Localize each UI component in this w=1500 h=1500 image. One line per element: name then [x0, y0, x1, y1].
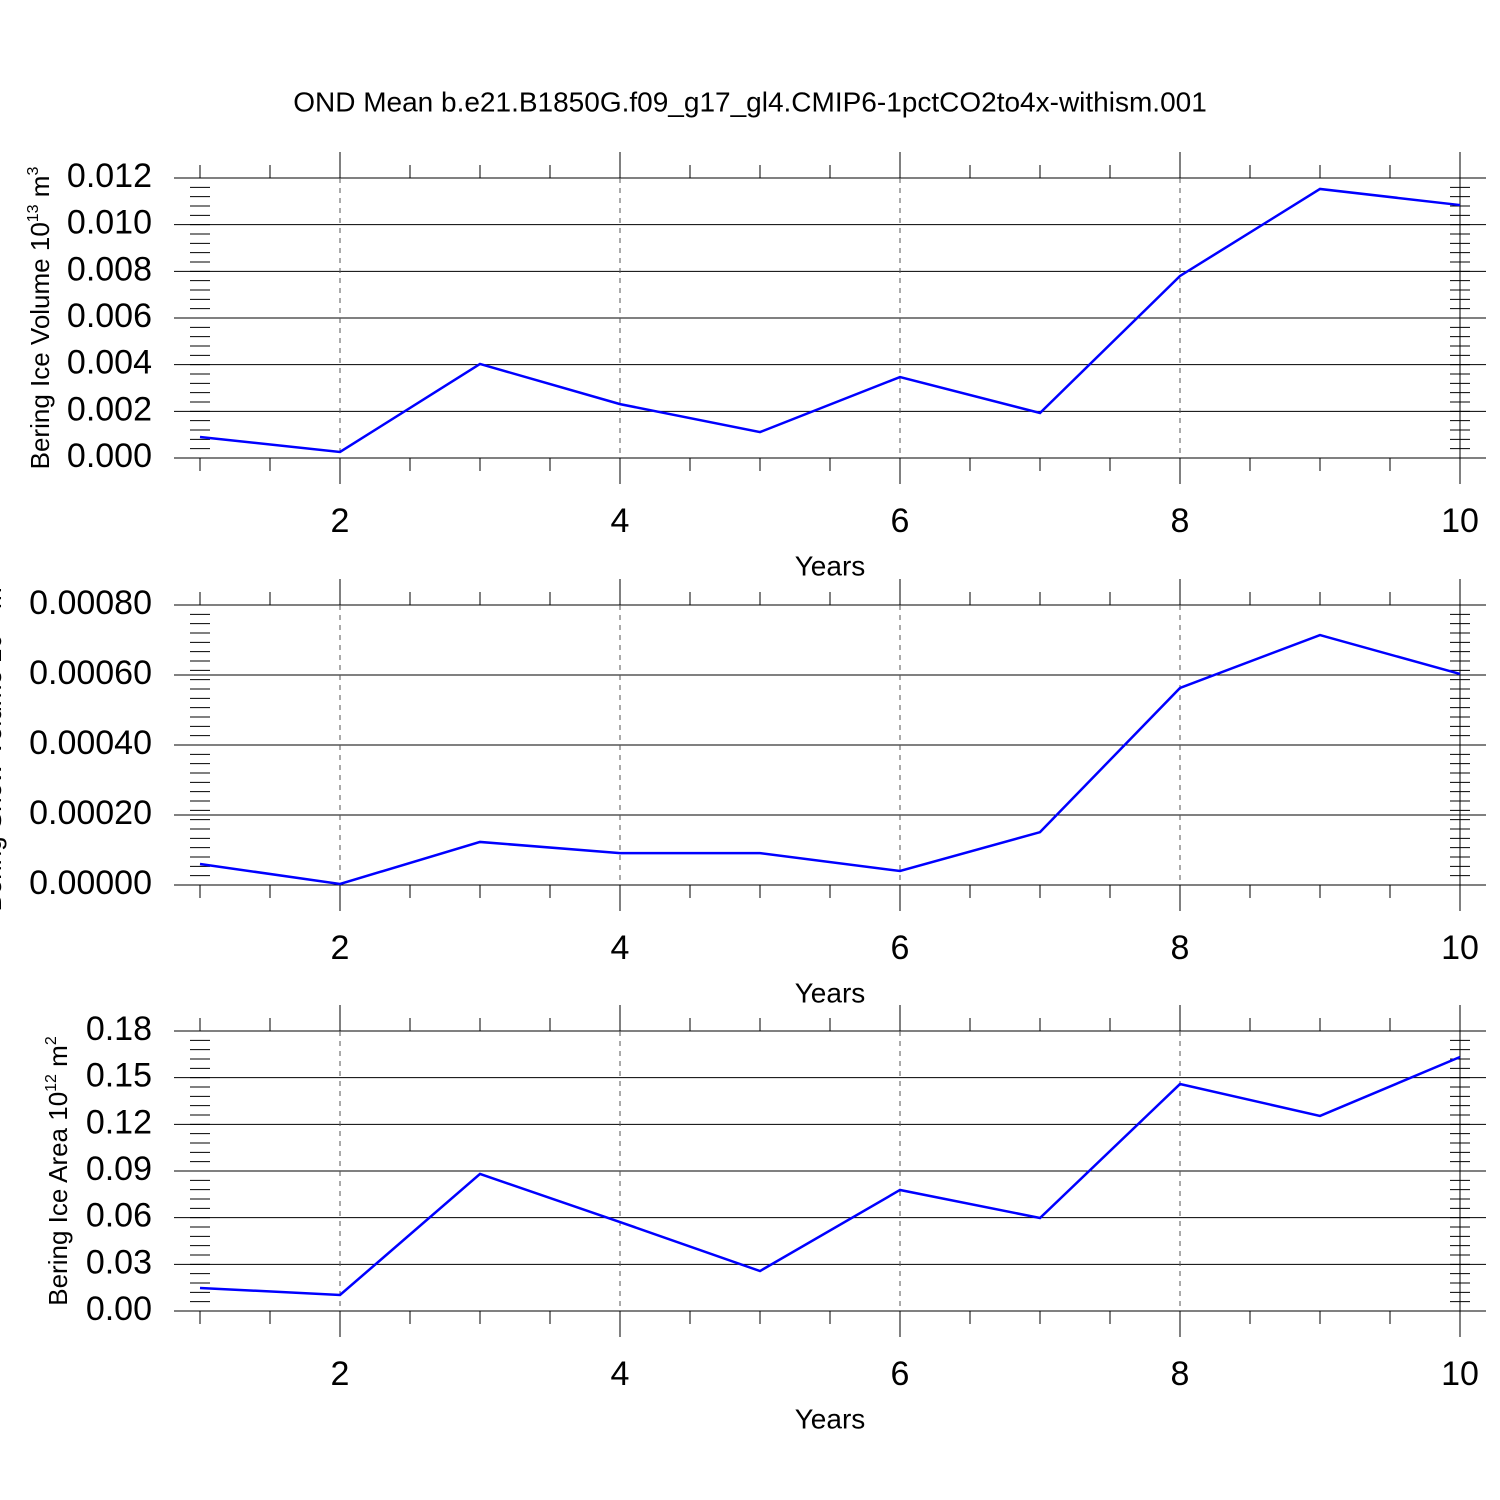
y-tick-label: 0.008	[67, 250, 152, 288]
y-axis-title: Bering Ice Area 1012 m2	[43, 1036, 73, 1306]
y-axis-title-part: Bering Snow Volume 10	[0, 634, 7, 912]
x-tick-label: 6	[891, 1355, 910, 1393]
y-tick-label: 0.012	[67, 157, 152, 195]
y-tick-label: 0.15	[86, 1057, 152, 1095]
y-axis-title-part: 12	[43, 1074, 60, 1092]
data-line	[199, 633, 1461, 886]
y-tick-label: 0.00060	[29, 654, 152, 692]
x-tick-label: 4	[611, 502, 630, 540]
x-tick-label: 6	[891, 502, 910, 540]
y-tick-label: 0.004	[67, 344, 152, 382]
y-tick-label: 0.00040	[29, 724, 152, 762]
data-line	[199, 1055, 1461, 1297]
y-axis-title-part: m	[43, 1045, 73, 1074]
y-tick-label: 0.03	[86, 1243, 152, 1281]
x-tick-label: 8	[1171, 1355, 1190, 1393]
y-axis-title-part: 2	[43, 1036, 60, 1045]
y-tick-label: 0.002	[67, 390, 152, 428]
y-tick-label: 0.006	[67, 297, 152, 335]
y-axis-title-part: m	[25, 176, 55, 205]
y-tick-label: 0.09	[86, 1150, 152, 1188]
x-tick-label: 10	[1441, 502, 1479, 540]
x-tick-label: 10	[1441, 1355, 1479, 1393]
y-tick-label: 0.18	[86, 1010, 152, 1048]
y-tick-label: 0.010	[67, 204, 152, 242]
x-tick-label: 8	[1171, 502, 1190, 540]
x-tick-label: 2	[331, 929, 350, 967]
x-tick-label: 6	[891, 929, 910, 967]
data-line	[199, 187, 1461, 454]
y-axis-title-part: Bering Ice Volume 10	[25, 222, 55, 469]
x-axis-title: Years	[795, 977, 866, 1008]
x-tick-label: 10	[1441, 929, 1479, 967]
x-axis-title: Years	[795, 1403, 866, 1434]
y-tick-label: 0.00020	[29, 794, 152, 832]
y-axis-title-part: 13	[25, 204, 42, 222]
x-tick-label: 4	[611, 1355, 630, 1393]
y-tick-label: 0.00	[86, 1290, 152, 1328]
y-axis-title-part: 3	[25, 167, 42, 176]
x-tick-label: 8	[1171, 929, 1190, 967]
y-tick-label: 0.000	[67, 437, 152, 475]
y-tick-label: 0.06	[86, 1197, 152, 1235]
y-axis-title-part: Bering Ice Area 10	[43, 1092, 73, 1306]
x-tick-label: 2	[331, 502, 350, 540]
x-tick-label: 4	[611, 929, 630, 967]
y-tick-label: 0.12	[86, 1103, 152, 1141]
y-tick-label: 0.00000	[29, 864, 152, 902]
x-tick-label: 2	[331, 1355, 350, 1393]
y-axis-title: Bering Snow Volume 1013 m3	[0, 578, 7, 911]
y-axis-title-part: m	[0, 587, 7, 616]
x-axis-title: Years	[795, 550, 866, 581]
chart-title: OND Mean b.e21.B1850G.f09_g17_gl4.CMIP6-…	[293, 86, 1207, 117]
y-tick-label: 0.00080	[29, 584, 152, 622]
y-axis-title: Bering Ice Volume 1013 m3	[25, 167, 55, 470]
